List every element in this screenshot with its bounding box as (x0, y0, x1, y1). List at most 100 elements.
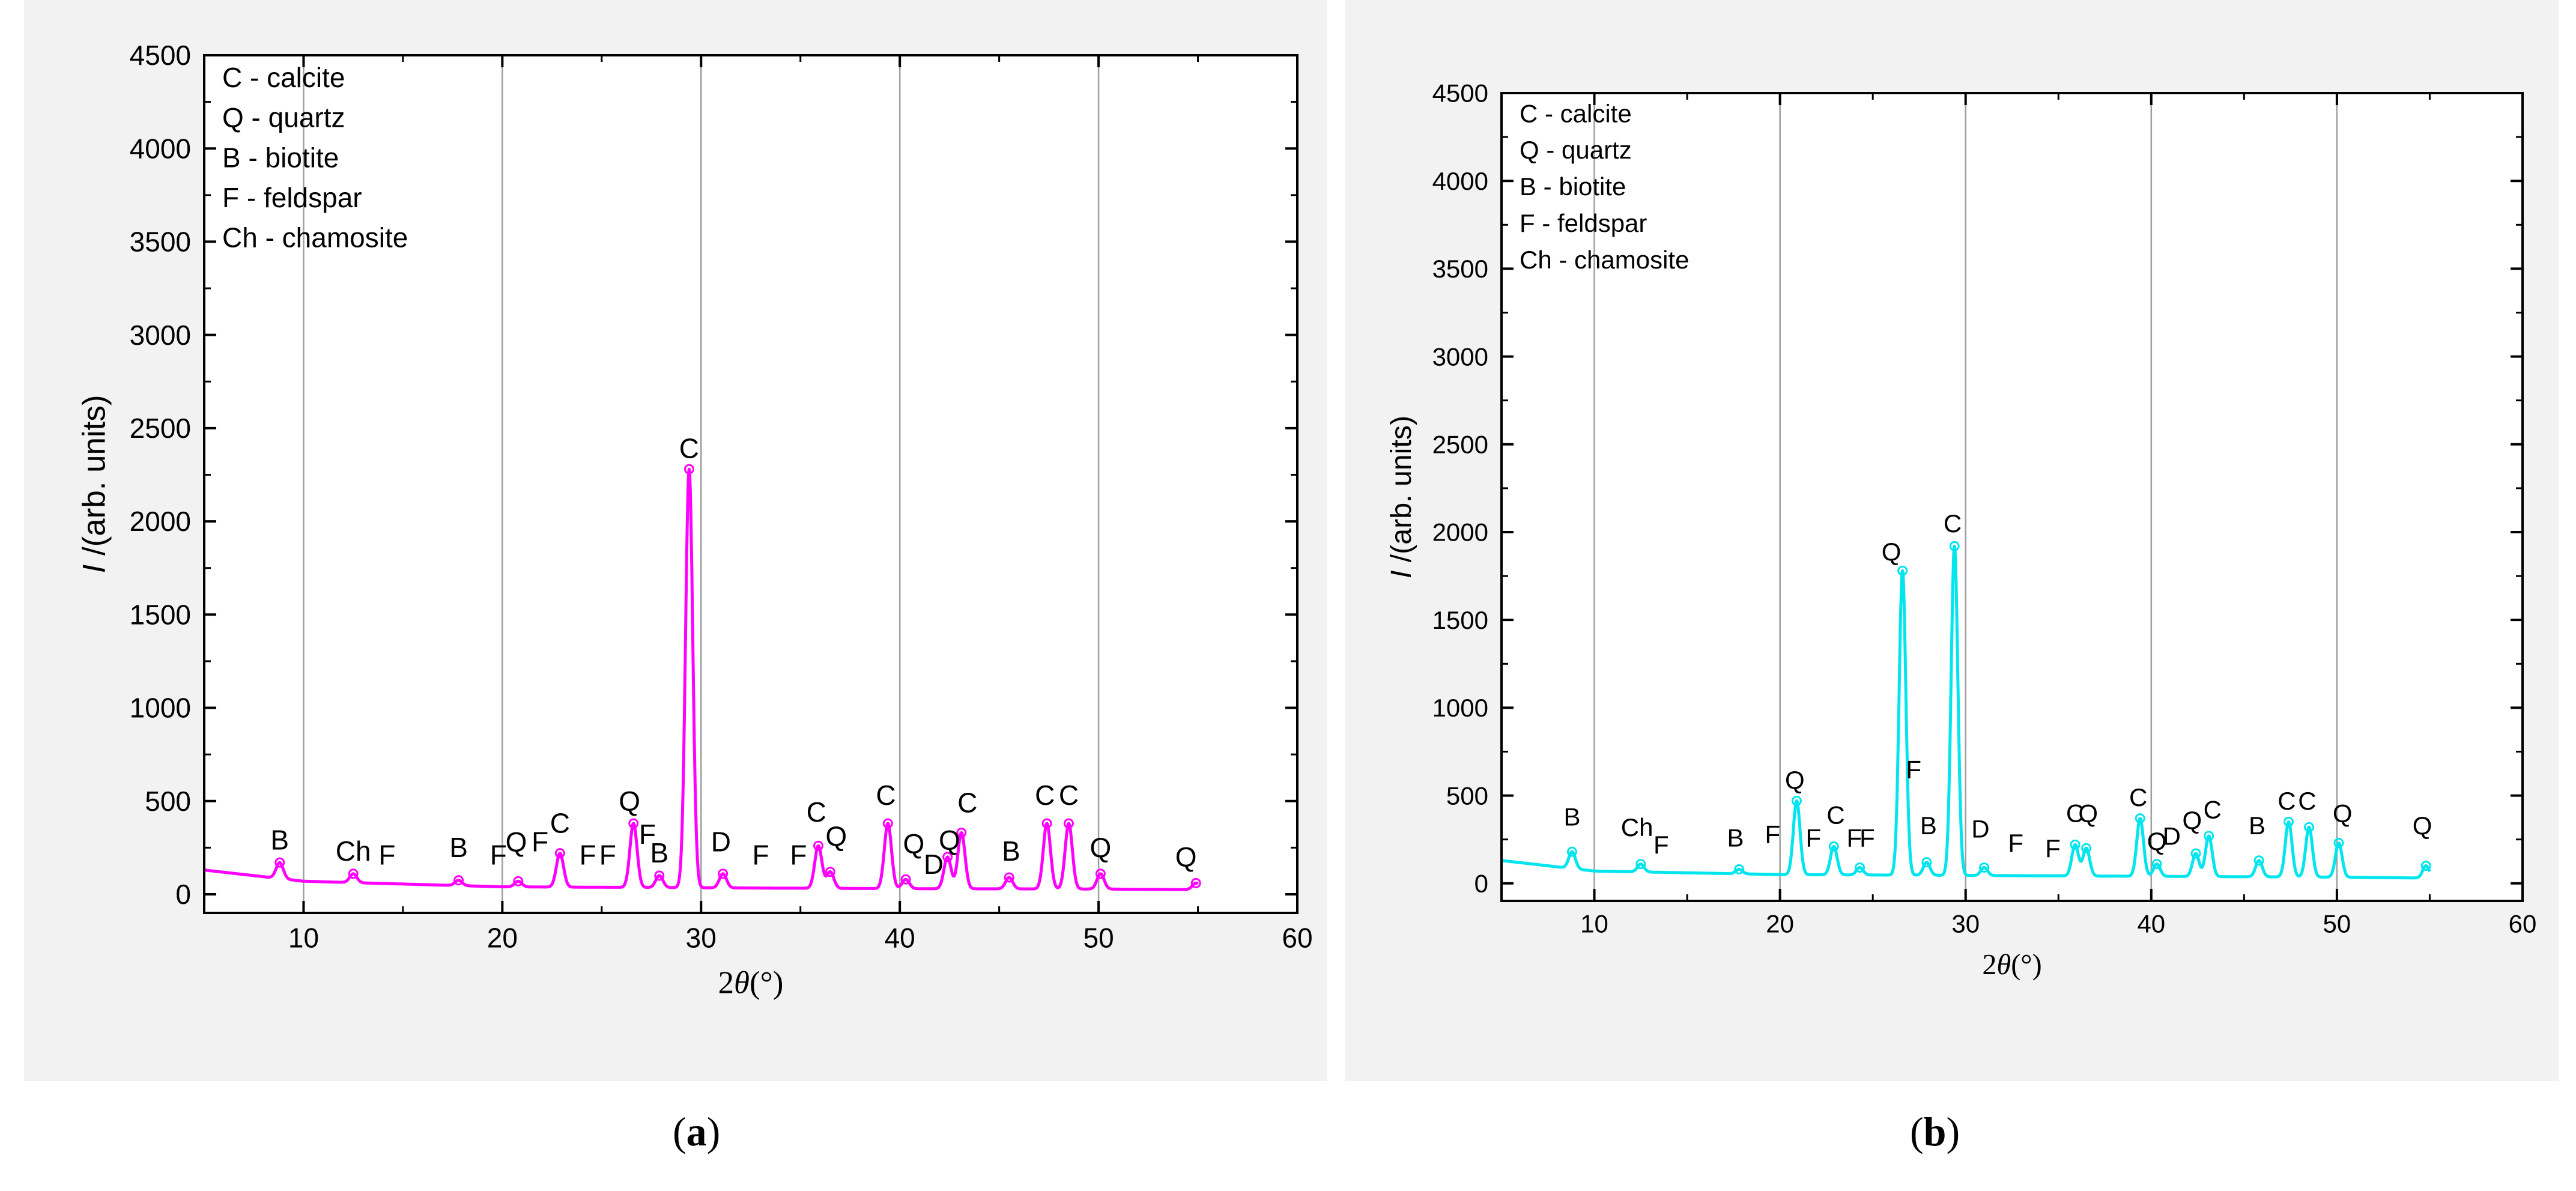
chart-b-peak-label-7: C (1826, 801, 1844, 829)
chart-a-series-line (203, 467, 1199, 891)
chart-panel-b: 0 500 1000 1500 2000 2500 3000 3500 4000 4500 10 20… (1345, 0, 2559, 1081)
chart-a-peak-label-6: F (532, 826, 548, 858)
chart-b-peak-point-3 (1791, 795, 1802, 806)
chart-a-ylabel: I /(arb. units) (76, 395, 112, 574)
chart-a-peak-point-4 (554, 848, 565, 859)
chart-a-peak-point-12 (900, 874, 911, 885)
chart-b-peak-point-18 (2304, 822, 2315, 832)
chart-a-peak-label-8: F (580, 839, 596, 870)
chart-b-peak-label-19: C (2129, 783, 2147, 811)
chart-a-peak-point-7 (683, 464, 694, 474)
chart-b-peak-label-13: C (1944, 509, 1962, 538)
chart-b-peak-label-1: Ch (1621, 813, 1653, 841)
chart-a-ytick-label-1000: 1000 (130, 692, 191, 724)
chart-a-peak-point-8 (718, 868, 729, 879)
chart-b-peak-point-8 (1949, 541, 1960, 551)
chart-a-ytick-label-2000: 2000 (130, 506, 191, 537)
chart-a-xtick-label-40: 40 (885, 923, 915, 954)
chart-b-peak-point-14 (2190, 848, 2201, 859)
chart-b-ytick-label-4500: 4500 (1432, 79, 1488, 108)
chart-a-peak-label-18: Q (825, 820, 847, 852)
chart-a-peak-label-11: F (639, 819, 656, 850)
chart-a-peak-label-23: C (957, 787, 977, 818)
chart-b-peak-label-4: F (1765, 820, 1780, 849)
chart-a-legend-entry-0: C - calcite (222, 62, 345, 93)
chart-b-ytick-label-1500: 1500 (1432, 606, 1488, 634)
chart-b-peak-point-7 (1921, 857, 1932, 868)
chart-b-peak-label-28: Q (2413, 811, 2432, 840)
chart-a-legend-entry-1: Q - quartz (222, 102, 345, 133)
chart-b-legend-entry-4: Ch - chamosite (1520, 246, 1689, 274)
chart-a-xtick-label-20: 20 (487, 923, 518, 954)
chart-b-peak-label-11: F (1906, 755, 1921, 783)
chart-b-peak-label-15: F (2008, 829, 2023, 857)
chart-a-ytick-label-4500: 4500 (130, 40, 191, 71)
chart-b-peak-label-25: C (2277, 787, 2296, 815)
chart-b-peak-label-12: B (1920, 811, 1937, 840)
chart-a-peak-label-3: B (449, 832, 468, 863)
chart-b-legend-entry-2: B - biotite (1520, 172, 1626, 201)
chart-b-peak-label-21: D (2163, 822, 2181, 850)
chart-a-ytick-label-3000: 3000 (130, 320, 191, 351)
chart-b-ytick-label-2000: 2000 (1432, 518, 1488, 547)
chart-a-peak-point-19 (1190, 877, 1201, 888)
chart-b-xlabel: 2θ(°) (1982, 949, 2041, 981)
chart-a-peak-point-11 (882, 818, 893, 829)
chart-a-plot-area (204, 55, 1297, 913)
chart-a-xtick-label-30: 30 (686, 923, 717, 954)
chart-b-peak-point-19 (2333, 838, 2344, 849)
chart-a-ytick-label-3500: 3500 (130, 226, 191, 258)
chart-b-frame (1500, 92, 2524, 902)
chart-a-peak-label-27: Q (1090, 832, 1112, 863)
chart-b-peak-point-5 (1855, 862, 1865, 873)
chart-b-peak-point-0 (1566, 846, 1577, 857)
xrd-chart-a: 0 500 1000 1500 2000 2500 3000 3500 4000 4500 10 20… (76, 40, 1312, 1000)
chart-a-peak-label-28: Q (1175, 841, 1197, 872)
caption-a: (a) (673, 1109, 721, 1154)
chart-b-peak-label-3: B (1727, 823, 1744, 852)
chart-b-plot-area (1502, 93, 2523, 901)
chart-a-peak-point-0 (274, 857, 285, 868)
chart-a-peak-label-19: C (876, 780, 896, 811)
chart-b-peak-label-5: Q (1785, 766, 1805, 794)
chart-a-peak-label-7: C (550, 808, 570, 839)
chart-b-peak-label-14: D (1971, 815, 1989, 843)
chart-b-peak-point-9 (1979, 862, 1990, 873)
chart-a-legend-entry-3: F - feldspar (222, 182, 362, 213)
chart-a-peak-point-15 (1004, 872, 1014, 883)
chart-b-peak-point-16 (2253, 855, 2264, 866)
chart-a-peak-label-5: Q (506, 826, 527, 858)
chart-a-ytick-label-2500: 2500 (130, 413, 191, 444)
chart-b-peak-point-1 (1635, 859, 1646, 870)
chart-a-xlabel: 2θ(°) (718, 965, 784, 1000)
chart-b-xtick-label-30: 30 (1951, 910, 1980, 938)
chart-a-peak-point-5 (628, 818, 639, 829)
xrd-chart-b: 0 500 1000 1500 2000 2500 3000 3500 4000 4500 10 20… (1385, 79, 2537, 981)
chart-b-ylabel: I /(arb. units) (1385, 416, 1417, 578)
chart-a-peak-label-1: Ch (336, 835, 371, 867)
chart-a-peak-label-20: Q (903, 828, 924, 859)
chart-a-legend-entry-2: B - biotite (222, 142, 339, 173)
chart-b-peak-point-2 (1734, 864, 1745, 874)
chart-b-ytick-label-1000: 1000 (1432, 694, 1488, 722)
chart-a-peak-label-17: C (807, 796, 826, 828)
chart-b-peak-point-17 (2284, 816, 2294, 827)
chart-a-peak-label-9: F (599, 839, 616, 870)
chart-b-xtick-label-60: 60 (2509, 910, 2537, 938)
chart-a-peak-point-14 (956, 828, 967, 838)
chart-b-peak-point-20 (2420, 861, 2431, 871)
chart-b-ytick-label-3000: 3000 (1432, 342, 1488, 371)
chart-a-peak-point-1 (348, 868, 359, 879)
chart-b-peak-label-23: C (2204, 796, 2222, 824)
caption-b: (b) (1910, 1109, 1960, 1154)
chart-b-peak-label-27: Q (2333, 799, 2353, 827)
chart-b-legend-entry-0: C - calcite (1520, 99, 1632, 127)
chart-b-peak-label-17: C (2066, 799, 2084, 827)
chart-a-peak-label-13: C (679, 433, 699, 464)
chart-b-ytick-label-4000: 4000 (1432, 167, 1488, 195)
chart-a-peak-label-10: Q (619, 785, 640, 816)
chart-a-xtick-label-60: 60 (1282, 923, 1312, 954)
chart-a-peak-point-6 (654, 870, 665, 881)
chart-b-peak-point-15 (2204, 831, 2214, 841)
chart-b-xtick-label-40: 40 (2137, 910, 2165, 938)
